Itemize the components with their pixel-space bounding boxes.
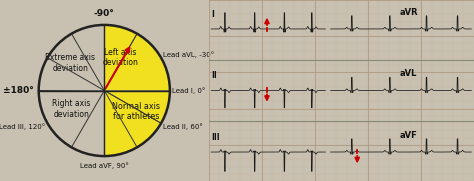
Text: Left axis
deviation: Left axis deviation [103, 48, 138, 67]
Text: Lead aVF, 90°: Lead aVF, 90° [80, 163, 129, 169]
Text: -90°: -90° [94, 9, 115, 18]
Text: II: II [211, 71, 217, 80]
Text: ±180°: ±180° [3, 86, 34, 95]
Text: aVR: aVR [400, 8, 418, 17]
Wedge shape [104, 34, 170, 90]
Wedge shape [104, 90, 161, 156]
Text: Lead II, 60°: Lead II, 60° [164, 123, 203, 130]
Text: I: I [211, 10, 214, 19]
Wedge shape [104, 90, 170, 123]
Text: Lead III, 120°: Lead III, 120° [0, 123, 45, 130]
Text: aVF: aVF [400, 131, 418, 140]
Text: Right axis
deviation: Right axis deviation [52, 99, 91, 119]
Wedge shape [104, 25, 137, 90]
Wedge shape [39, 90, 104, 156]
Text: III: III [211, 133, 220, 142]
Text: Normal axis
for athletes: Normal axis for athletes [112, 102, 160, 121]
Wedge shape [39, 25, 104, 90]
Text: Lead I, 0°: Lead I, 0° [173, 87, 206, 94]
Text: Lead aVL, -30°: Lead aVL, -30° [164, 51, 215, 58]
Text: aVL: aVL [400, 69, 417, 78]
Text: Extreme axis
deviation: Extreme axis deviation [45, 53, 95, 73]
